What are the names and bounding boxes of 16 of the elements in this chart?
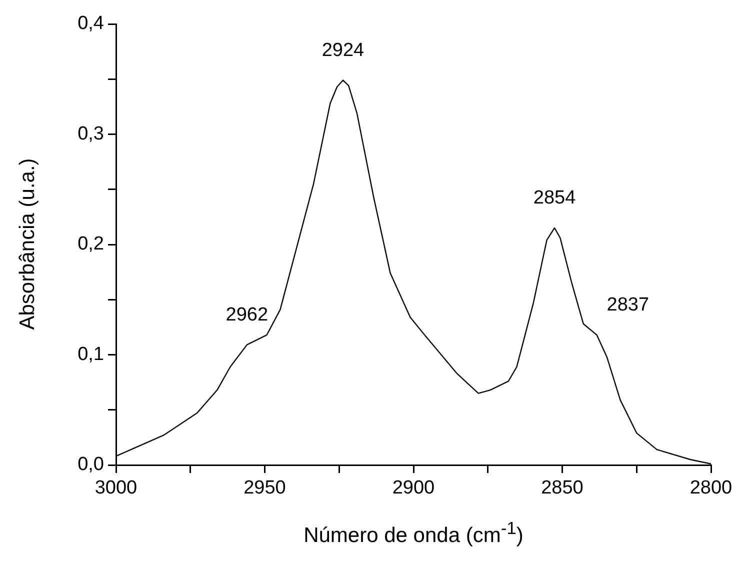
x-axis-title: Número de onda (cm$^{-1}$)	[302, 518, 524, 548]
x-tick-label: 2850	[541, 478, 584, 499]
y-tick-label: 0,0	[78, 454, 104, 476]
x-tick-label: 2900	[392, 478, 435, 499]
y-axis-title: Absorbância (u.a.)	[16, 158, 40, 330]
annotation: 2854	[533, 188, 576, 209]
y-tick-label: 0,3	[78, 123, 104, 144]
y-tick-label: 0,1	[78, 344, 104, 365]
y-tick-label: 0,2	[78, 234, 104, 255]
annotation: 2962	[226, 304, 268, 326]
x-tick-label: 3000	[94, 478, 138, 499]
x-tick-label: 2800	[690, 478, 732, 499]
annotation: 2924	[322, 40, 365, 61]
x-tick-label: 2950	[244, 478, 286, 499]
annotation: 2837	[606, 294, 650, 316]
y-tick-label: 0,4	[78, 13, 104, 34]
